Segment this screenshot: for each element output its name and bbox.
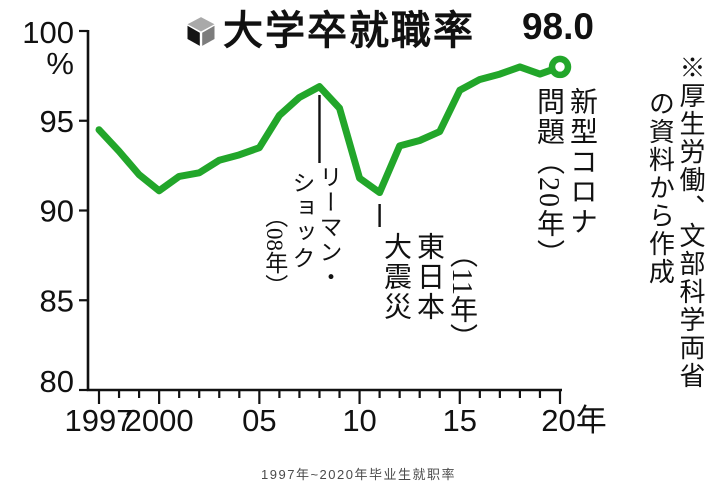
caption: 1997年~2020年毕业生就职率 bbox=[261, 467, 456, 482]
annotation-covid-col2: 問題（20年） bbox=[532, 87, 564, 269]
x-tick-label: 20年 bbox=[541, 403, 606, 438]
annotation-quake-col3: 大震災 bbox=[379, 232, 411, 322]
annotation-lehman-col1: リーマン・ bbox=[316, 165, 341, 290]
x-tick-label: 05 bbox=[242, 403, 276, 438]
y-tick-label: 85 bbox=[40, 283, 74, 318]
annotation-lehman-shock: リーマン・ ショック （08年） bbox=[261, 165, 342, 297]
y-tick-label: 90 bbox=[40, 194, 74, 229]
x-tick-label: 15 bbox=[443, 403, 477, 438]
cube-icon bbox=[187, 16, 215, 46]
y-tick-label: 100 bbox=[22, 15, 74, 50]
source-note-col2: の資料から作成 bbox=[645, 90, 675, 286]
y-tick-label: 80 bbox=[40, 364, 74, 399]
annotation-east-japan-earthquake: （11年） 東日本 大震災 bbox=[379, 232, 478, 351]
annotation-lehman-col3: （08年） bbox=[261, 205, 287, 297]
source-note: ※厚生労働、文部科学両省 の資料から作成 bbox=[644, 54, 705, 390]
x-tick-label: 10 bbox=[342, 403, 376, 438]
source-note-col1: ※厚生労働、文部科学両省 bbox=[676, 54, 705, 390]
annotation-covid-problem: 新型コロナ 問題（20年） bbox=[532, 87, 598, 269]
x-tick-label: 1997 bbox=[65, 403, 134, 438]
annotation-quake-year: （11年） bbox=[446, 240, 477, 351]
annotation-quake-col2: 東日本 bbox=[412, 232, 444, 322]
line-series bbox=[95, 63, 564, 197]
annotation-lehman-col2: ショック bbox=[288, 171, 314, 271]
x-tick-label: 2000 bbox=[125, 403, 194, 438]
y-tick-label: 95 bbox=[40, 104, 74, 139]
chart-title: 大学卒就職率 bbox=[186, 11, 475, 51]
end-marker bbox=[548, 55, 572, 79]
y-axis-unit: % bbox=[46, 46, 74, 81]
end-value-label: 98.0 bbox=[521, 6, 594, 47]
annotation-covid-col1: 新型コロナ bbox=[566, 87, 597, 237]
chart-title-text: 大学卒就職率 bbox=[223, 9, 475, 53]
